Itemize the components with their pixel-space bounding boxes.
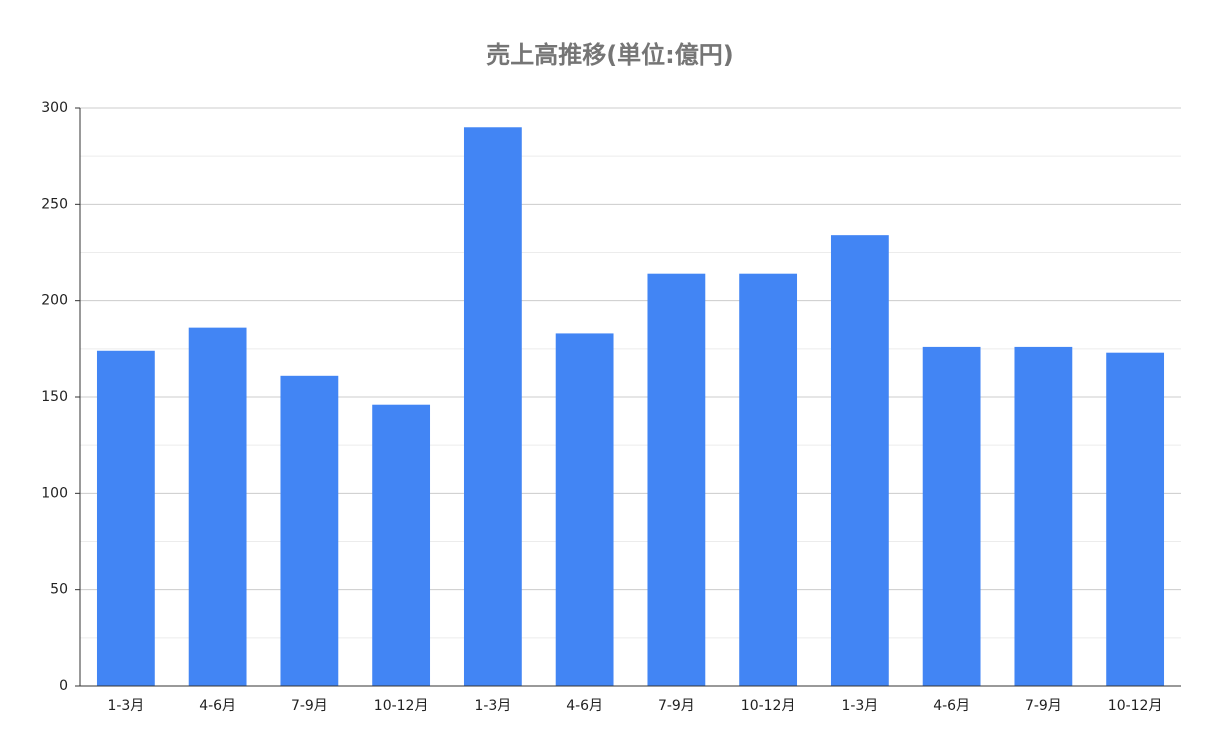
y-tick-label: 100	[41, 485, 68, 501]
x-tick-label: 4-6月	[933, 698, 970, 714]
bar	[830, 235, 889, 686]
bar	[555, 333, 614, 686]
x-tick-label: 7-9月	[291, 698, 328, 714]
x-tick-label: 1-3月	[107, 698, 144, 714]
bar	[739, 273, 798, 686]
bar	[188, 327, 247, 686]
bar	[372, 404, 431, 686]
bar	[1014, 346, 1073, 686]
y-tick-label: 300	[41, 100, 68, 116]
x-tick-label: 10-12月	[741, 698, 796, 714]
y-tick-label: 200	[41, 293, 68, 309]
x-tick-label: 10-12月	[374, 698, 429, 714]
x-tick-label: 4-6月	[566, 698, 603, 714]
bar	[280, 375, 339, 686]
bar	[96, 350, 155, 686]
x-tick-label: 7-9月	[658, 698, 695, 714]
x-tick-label: 7-9月	[1025, 698, 1062, 714]
bar	[463, 127, 522, 687]
y-tick-label: 0	[59, 678, 68, 694]
bar	[922, 346, 981, 686]
x-tick-label: 1-3月	[474, 698, 511, 714]
y-tick-label: 50	[50, 582, 68, 598]
y-tick-label: 150	[41, 389, 68, 405]
x-tick-label: 10-12月	[1108, 698, 1163, 714]
bar	[1106, 352, 1165, 686]
chart-title: 売上高推移(単位:億円)	[486, 41, 734, 69]
x-tick-label: 1-3月	[841, 698, 878, 714]
y-tick-label: 250	[41, 196, 68, 212]
bar	[647, 273, 706, 686]
x-tick-label: 4-6月	[199, 698, 236, 714]
